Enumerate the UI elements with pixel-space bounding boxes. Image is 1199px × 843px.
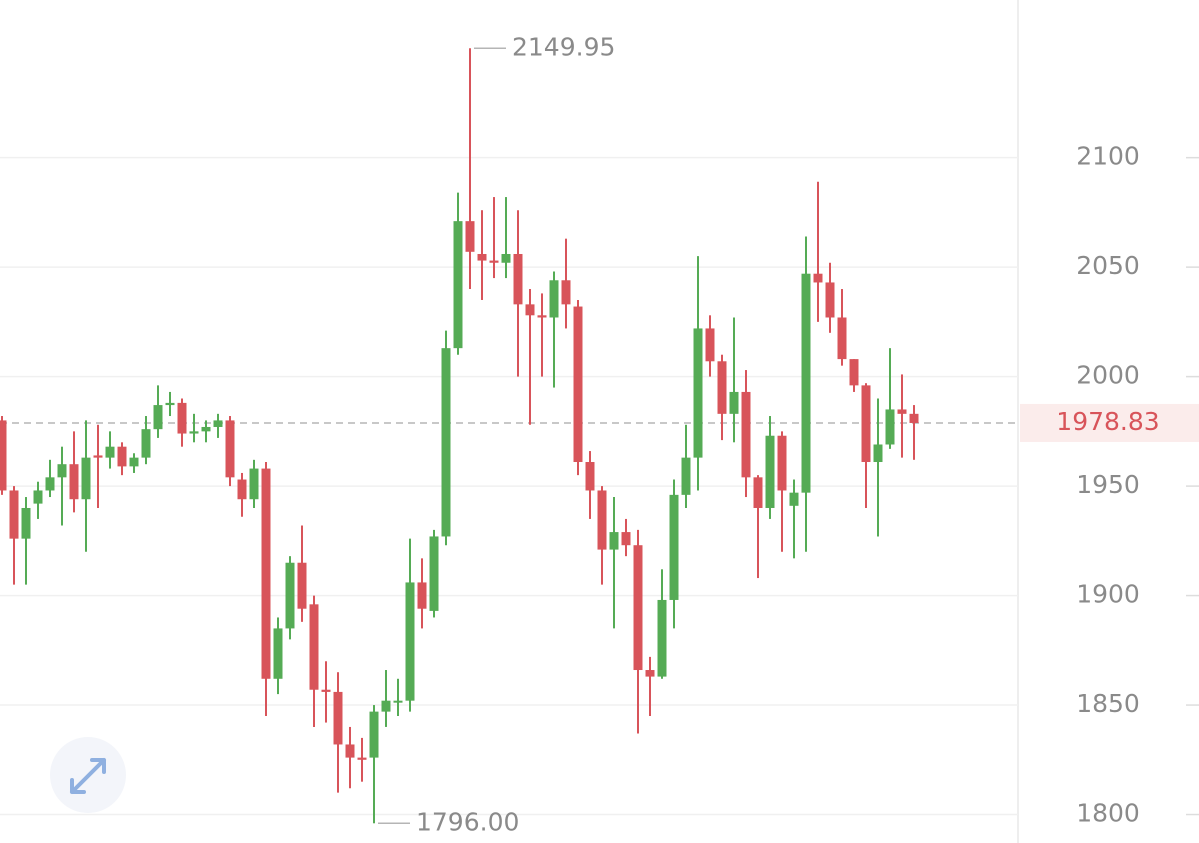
candle-body <box>453 221 463 349</box>
high-marker-label: 2149.95 <box>512 32 615 61</box>
candle-body <box>825 282 835 318</box>
candle-body <box>393 700 403 703</box>
candle-body <box>729 391 739 414</box>
candle-body <box>177 402 187 434</box>
candle-body <box>225 420 235 478</box>
y-tick-label: 1800 <box>1076 799 1140 828</box>
candle-body <box>705 328 715 362</box>
candle-body <box>681 457 691 495</box>
candle-body <box>897 409 907 414</box>
candle-body <box>573 306 583 463</box>
candle-body <box>357 757 367 760</box>
expand-icon[interactable] <box>70 758 106 794</box>
candle-body <box>69 464 79 500</box>
candle-body <box>657 599 667 677</box>
candle-body <box>909 413 919 423</box>
candle-body <box>297 562 307 609</box>
candle-body <box>537 315 547 318</box>
candle-body <box>585 462 595 491</box>
candle-body <box>81 457 91 500</box>
candle-body <box>609 532 619 550</box>
candle-body <box>813 273 823 283</box>
candle-body <box>789 492 799 506</box>
candle-body <box>153 405 163 430</box>
candle-body <box>285 562 295 629</box>
candle-body <box>837 317 847 360</box>
last-price-label: 1978.83 <box>1056 407 1159 436</box>
candle-body <box>621 532 631 546</box>
candle-body <box>141 429 151 458</box>
low-marker-label: 1796.00 <box>416 807 519 836</box>
candle-body <box>237 479 247 500</box>
candle-body <box>597 490 607 550</box>
candle-body <box>801 273 811 493</box>
candle-body <box>381 700 391 712</box>
candle-body <box>645 670 655 677</box>
candle-body <box>417 582 427 609</box>
candle-body <box>105 446 115 458</box>
candle-body <box>45 477 55 491</box>
candle-body <box>849 359 859 386</box>
candle-body <box>501 253 511 263</box>
candle-body <box>549 280 559 318</box>
candle-body <box>213 420 223 427</box>
candle-body <box>513 253 523 305</box>
candle-body <box>0 420 7 491</box>
candle-body <box>165 402 175 406</box>
candle-body <box>693 328 703 458</box>
candle-body <box>489 260 499 263</box>
candle-body <box>561 280 571 305</box>
y-tick-label: 2000 <box>1076 361 1140 390</box>
y-tick-label: 2050 <box>1076 251 1140 280</box>
candle-body <box>477 253 487 261</box>
candle-body <box>861 385 871 463</box>
candle-body <box>753 477 763 508</box>
expand-button[interactable] <box>50 737 126 813</box>
candle-body <box>525 304 535 316</box>
candle-body <box>405 582 415 701</box>
last-price-box <box>1020 403 1199 442</box>
y-tick-label: 1850 <box>1076 689 1140 718</box>
candle-body <box>633 545 643 671</box>
candle-body <box>129 457 139 467</box>
candle-body <box>261 468 271 679</box>
candle-body <box>717 361 727 414</box>
candle-body <box>321 689 331 692</box>
candle-body <box>369 711 379 758</box>
candle-body <box>345 744 355 758</box>
candle-body <box>429 536 439 611</box>
candle-body <box>669 494 679 600</box>
candle-body <box>777 435 787 491</box>
candle-body <box>885 409 895 445</box>
y-tick-label: 1950 <box>1076 470 1140 499</box>
candle-body <box>465 221 475 252</box>
candle-body <box>117 446 127 467</box>
candle-body <box>441 348 451 537</box>
candle-body <box>189 431 199 434</box>
candle-body <box>33 490 43 504</box>
candle-body <box>9 490 19 539</box>
candle-body <box>249 468 259 500</box>
candle-body <box>333 691 343 745</box>
y-tick-label: 1900 <box>1076 580 1140 609</box>
candle-body <box>21 507 31 539</box>
plot: 1800 1850 1900 1950 2000 2050 2100 1978.83 2149.… <box>0 32 1199 836</box>
candle-body <box>201 426 211 432</box>
y-tick-label: 2100 <box>1076 142 1140 171</box>
candle-body <box>741 391 751 478</box>
candle-body <box>57 464 67 478</box>
candle-body <box>273 628 283 679</box>
candle-body <box>873 444 883 463</box>
candle-body <box>765 435 775 508</box>
candle-body <box>93 455 103 458</box>
candle-body <box>309 604 319 690</box>
